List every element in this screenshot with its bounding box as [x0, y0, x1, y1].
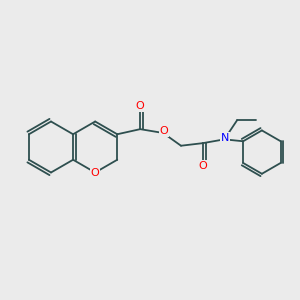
Text: O: O — [159, 127, 168, 136]
Text: O: O — [91, 167, 100, 178]
Text: O: O — [198, 160, 207, 171]
Text: N: N — [221, 133, 229, 143]
Text: O: O — [136, 101, 145, 111]
